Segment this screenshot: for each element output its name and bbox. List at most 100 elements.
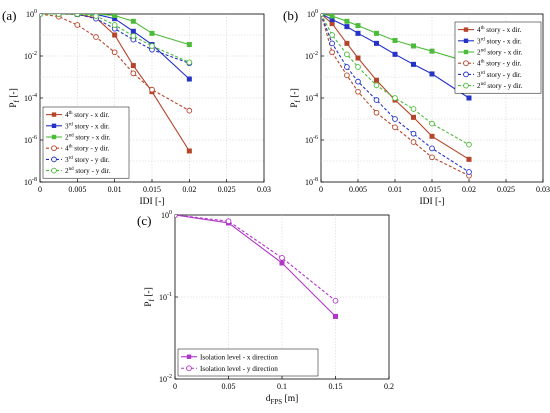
legend-label-2nd-story-x-dir: 2nd​ story - x dir.	[477, 49, 523, 57]
y-axis-label: Pf [-]	[144, 287, 156, 307]
data-point-2nd-story-x-dir	[429, 48, 435, 54]
legend-marker-isolation-level-y-direction	[186, 365, 192, 372]
data-point-4th-story-x-dir	[466, 156, 472, 162]
legend-marker-2nd-story-x-dir	[51, 134, 57, 140]
data-point-3rd-story-x-dir	[344, 24, 350, 30]
data-point-3rd-story-x-dir	[373, 40, 379, 46]
y-axis-label: Pf [-]	[9, 88, 21, 108]
data-point-3rd-story-y-dir	[373, 97, 380, 103]
x-tick-label: 0.2	[384, 382, 394, 391]
data-point-2nd-story-x-dir	[186, 42, 192, 48]
data-point-2nd-story-x-dir	[149, 30, 155, 36]
data-point-3rd-story-x-dir	[410, 61, 416, 67]
data-point-isolation-level-y-direction	[279, 255, 285, 261]
x-tick-label: 0.025	[497, 185, 515, 194]
data-point-isolation-level-y-direction	[332, 297, 339, 304]
data-point-3rd-story-x-dir	[466, 95, 472, 101]
x-tick-label: 0.025	[218, 185, 236, 194]
legend: Isolation level - x direction Isolation l…	[177, 348, 319, 377]
y-tick-label: 10-2	[159, 374, 172, 384]
legend-label-4th-story-y-dir: 4th​ story - y dir.	[65, 145, 110, 153]
data-point-2nd-story-y-dir	[321, 14, 324, 17]
legend-marker-3rd-story-y-dir	[51, 156, 57, 163]
data-point-4th-story-x-dir	[112, 32, 118, 38]
legend: 4th​ story - x dir. 3rd​ story - x dir. 2n…	[42, 106, 130, 179]
legend-label-3rd-story-x-dir: 3rd​ story - x dir.	[477, 37, 522, 45]
data-point-2nd-story-y-dir	[130, 33, 137, 39]
data-point-4th-story-x-dir	[355, 55, 361, 61]
y-tick-label: 100	[307, 9, 318, 19]
data-point-4th-story-y-dir	[429, 154, 435, 161]
data-point-3rd-story-y-dir	[344, 64, 350, 70]
legend-label-3rd-story-y-dir: 3rd​ story - y dir.	[65, 156, 110, 164]
data-point-4th-story-x-dir	[429, 133, 435, 139]
data-point-isolation-level-x-direction	[279, 260, 285, 266]
data-point-2nd-story-x-dir	[355, 23, 361, 29]
data-point-isolation-level-x-direction	[332, 313, 338, 319]
panel-label-b: (b)	[283, 8, 298, 23]
x-tick-label: 0.02	[462, 185, 476, 194]
legend-marker-4th-story-x-dir	[51, 112, 57, 117]
data-point-3rd-story-y-dir	[410, 130, 417, 137]
chart-panel-c: 0 0.05 0.1 0.15 0.2 100 10-1 10-2 dFPS [m] Pf [-]…	[144, 210, 394, 406]
data-point-4th-story-x-dir	[130, 63, 136, 69]
series-line-isolation-level-x-direction	[175, 215, 336, 317]
legend-marker-3rd-story-x-dir	[463, 38, 469, 43]
series-line-isolation-level-y-direction	[175, 215, 336, 302]
x-tick-label: 0.15	[329, 382, 343, 391]
series-line-3rd-story-x-dir	[40, 14, 190, 80]
legend-label-4th-story-x-dir: 4th​ story - x dir.	[65, 111, 110, 119]
legend-label-4th-story-x-dir: 4th​ story - x dir.	[477, 26, 522, 34]
series-line-2nd-story-y-dir	[40, 14, 190, 63]
legend-marker-4th-story-y-dir	[463, 60, 469, 67]
data-point-4th-story-x-dir	[344, 40, 350, 46]
y-tick-label: 10-4	[305, 93, 318, 103]
data-point-3rd-story-x-dir	[392, 51, 398, 57]
data-point-4th-story-y-dir	[410, 139, 417, 145]
x-tick-label: 0	[38, 185, 42, 194]
panel-label-a: (a)	[2, 8, 16, 23]
y-tick-label: 10-2	[24, 51, 37, 61]
x-axis-label: IDI [-]	[419, 197, 444, 207]
data-point-isolation-level-y-direction	[225, 218, 232, 225]
data-point-2nd-story-y-dir	[74, 14, 81, 17]
data-point-2nd-story-y-dir	[466, 141, 472, 148]
chart-panel-b: 0 0.005 0.01 0.015 0.02 0.025 0.03 100 10-2 10-4 1…	[290, 9, 550, 207]
data-point-3rd-story-y-dir	[466, 169, 472, 175]
chart-panel-a: 0 0.005 0.01 0.015 0.02 0.025 0.03 100 10-2 10-4 1…	[9, 9, 271, 207]
data-point-2nd-story-y-dir	[392, 95, 398, 101]
legend-marker-3rd-story-y-dir	[463, 71, 469, 78]
legend: 4th​ story - x dir. 3rd​ story - x dir. 2n…	[454, 21, 542, 94]
legend-label-2nd-story-y-dir: 2nd​ story - y dir.	[477, 82, 523, 90]
x-axis-label: IDI [-]	[139, 197, 164, 207]
data-point-2nd-story-x-dir	[329, 14, 335, 19]
data-point-2nd-story-y-dir	[429, 120, 435, 127]
legend-marker-4th-story-y-dir	[51, 145, 57, 152]
legend-label-isolation-level-y-direction: Isolation level - y direction	[200, 365, 278, 373]
data-point-4th-story-y-dir	[344, 72, 350, 79]
y-tick-label: 10-1	[159, 292, 172, 302]
x-tick-label: 0.03	[257, 185, 271, 194]
y-tick-label: 100	[26, 9, 37, 19]
data-point-3rd-story-x-dir	[130, 28, 136, 34]
legend-marker-2nd-story-y-dir	[463, 82, 469, 89]
x-tick-label: 0.05	[222, 382, 236, 391]
data-point-2nd-story-y-dir	[55, 14, 62, 17]
series-line-4th-story-y-dir	[40, 14, 190, 112]
data-point-3rd-story-y-dir	[429, 145, 435, 152]
data-point-4th-story-x-dir	[373, 77, 379, 83]
x-tick-label: 0.015	[423, 185, 441, 194]
data-point-3rd-story-y-dir	[355, 78, 361, 85]
data-point-2nd-story-y-dir	[355, 64, 361, 70]
series-line-3rd-story-y-dir	[321, 14, 470, 173]
data-point-2nd-story-y-dir	[410, 106, 417, 112]
data-point-4th-story-y-dir	[186, 107, 193, 114]
data-point-2nd-story-x-dir	[130, 18, 136, 24]
data-point-3rd-story-y-dir	[392, 116, 398, 122]
data-point-4th-story-y-dir	[93, 34, 99, 40]
data-point-3rd-story-x-dir	[186, 76, 192, 82]
legend-label-3rd-story-x-dir: 3rd​ story - x dir.	[65, 122, 110, 130]
data-point-4th-story-y-dir	[392, 124, 398, 131]
data-point-2nd-story-y-dir	[329, 32, 335, 38]
